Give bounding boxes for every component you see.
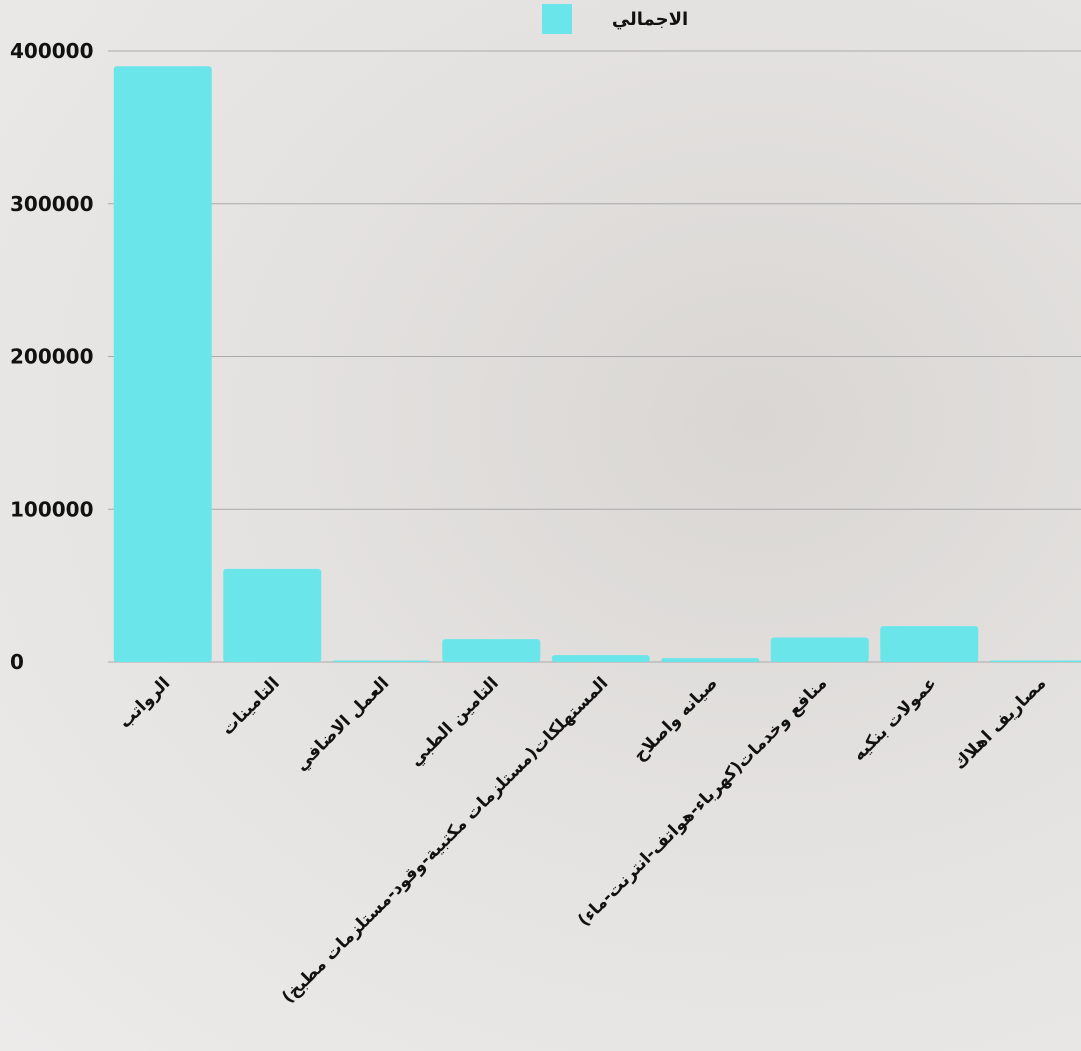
bar (223, 568, 322, 662)
bar (332, 660, 431, 662)
y-tick-label: 400000 (10, 39, 94, 63)
bar (989, 660, 1081, 662)
bar (880, 626, 979, 662)
x-tick-label: التامين الطبي (406, 673, 503, 770)
y-tick-label: 100000 (10, 497, 94, 521)
x-tick-label: الرواتب (115, 673, 174, 732)
bar (442, 639, 541, 662)
legend-label: الاجمالي (612, 9, 688, 30)
x-tick-label: التامينات (218, 673, 284, 739)
y-tick-label: 0 (10, 650, 24, 674)
bar (113, 66, 212, 662)
x-tick-label: العمل الاضافي (292, 673, 394, 775)
bar (551, 655, 650, 662)
legend-swatch (542, 4, 572, 34)
x-tick-label: صيانه واصلاح (630, 673, 722, 765)
x-tick-label: مصاريف اهلاك (950, 673, 1050, 773)
y-tick-label: 200000 (10, 345, 94, 369)
x-tick-label: عمولات بنكيه (849, 673, 941, 765)
x-tick-label: منافع وخدمات(كهرباء-هواتف-انترنت-ماء) (574, 673, 831, 930)
y-tick-label: 300000 (10, 192, 94, 216)
bar (770, 637, 869, 662)
bar (661, 658, 760, 662)
